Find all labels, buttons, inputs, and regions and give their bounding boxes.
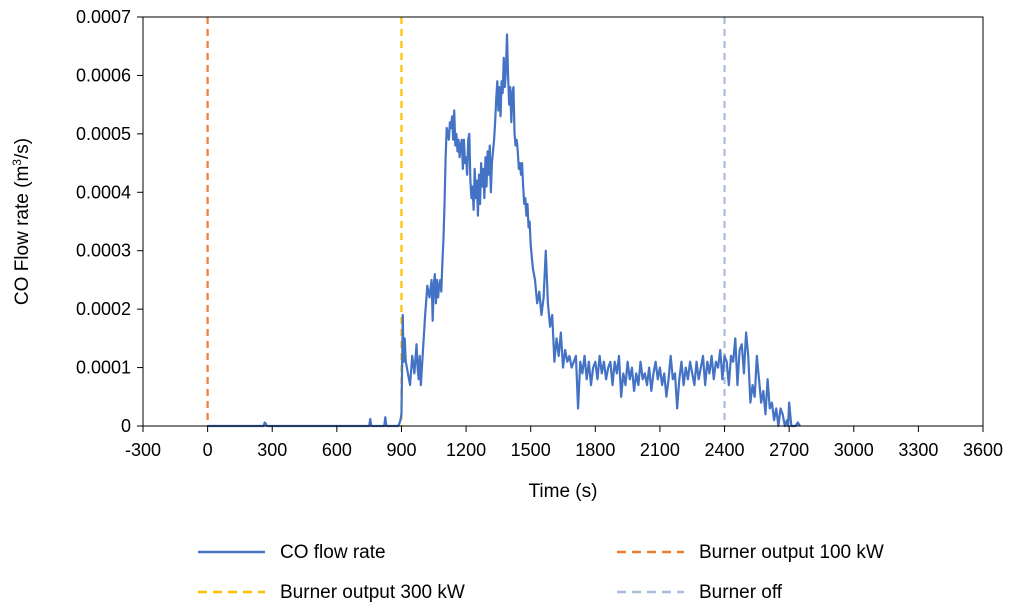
y-tick-label: 0.0004 — [76, 182, 131, 202]
x-tick-label: 1200 — [446, 440, 486, 460]
x-tick-label: 600 — [322, 440, 352, 460]
x-tick-label: 2400 — [705, 440, 745, 460]
x-tick-label: 1500 — [511, 440, 551, 460]
y-tick-label: 0 — [121, 416, 131, 436]
x-tick-label: 900 — [386, 440, 416, 460]
reference-lines — [206, 17, 726, 426]
plot-area-frame — [142, 16, 984, 427]
x-tick-label: -300 — [125, 440, 161, 460]
y-axis-title-superscript: 3 — [10, 159, 24, 166]
x-tick-label: 3600 — [963, 440, 1003, 460]
y-axis-title: CO Flow rate (m3/s) — [10, 138, 33, 305]
y-tick-label: 0.0002 — [76, 299, 131, 319]
legend: CO flow rate Burner output 100 kW Burner o… — [198, 542, 884, 603]
x-tick-label: 2100 — [640, 440, 680, 460]
legend-label-burner-off: Burner off — [699, 582, 783, 603]
y-tick-label: 0.0005 — [76, 124, 131, 144]
y-tick-label: 0.0001 — [76, 358, 131, 378]
y-tick-label: 0.0006 — [76, 65, 131, 85]
x-tick-label: 2700 — [769, 440, 809, 460]
y-tick-label: 0.0003 — [76, 241, 131, 261]
x-axis-ticks: -300 0 300 600 900 1200 1500 1800 2100 2400 2700 30… — [125, 426, 1003, 460]
x-axis-title: Time (s) — [529, 481, 598, 502]
series-layer — [207, 33, 801, 428]
x-tick-label: 1800 — [575, 440, 615, 460]
x-tick-label: 3000 — [834, 440, 874, 460]
x-tick-label: 0 — [203, 440, 213, 460]
y-axis-ticks: 0 0.0001 0.0002 0.0003 0.0004 0.0005 0.0006 0.0… — [76, 7, 143, 436]
legend-label-burner-output-100-kw: Burner output 100 kW — [699, 542, 884, 563]
x-tick-label: 3300 — [898, 440, 938, 460]
legend-label-burner-output-300-kw: Burner output 300 kW — [280, 582, 465, 603]
co-flow-rate-line — [207, 33, 801, 428]
x-tick-label: 300 — [257, 440, 287, 460]
legend-label-co-flow-rate: CO flow rate — [280, 542, 386, 563]
y-tick-label: 0.0007 — [76, 7, 131, 27]
